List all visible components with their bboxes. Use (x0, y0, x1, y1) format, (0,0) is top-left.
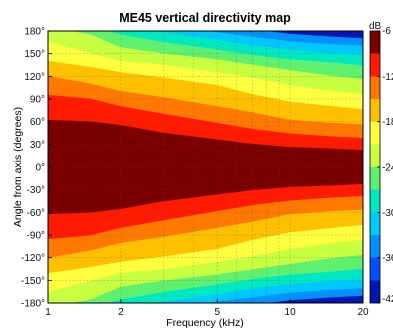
y-tick-label: 90° (30, 95, 45, 106)
x-tick-label: 1 (45, 307, 51, 318)
colorbar-tick-label: -18 (382, 117, 393, 128)
y-tick-label: -120° (21, 253, 45, 264)
colorbar-tick-label: -30 (382, 208, 393, 219)
y-tick-label: -180° (21, 299, 45, 310)
plot-area (48, 31, 363, 303)
y-axis-label: Angle from axis (degrees) (12, 107, 24, 227)
colorbar-tick-label: -12 (382, 72, 393, 83)
x-axis-ticks: 1 2 5 10 20 (45, 299, 369, 318)
y-tick-label: 30° (30, 140, 45, 151)
y-tick-label: 0° (35, 163, 45, 174)
colorbar-ticks: -6 -12 -18 -24 -30 -36 -42 (377, 26, 393, 305)
colorbar-tick-label: -24 (382, 163, 393, 174)
y-tick-label: 60° (30, 117, 45, 128)
y-tick-label: 150° (24, 49, 45, 60)
chart-title: ME45 vertical directivity map (119, 11, 291, 25)
colorbar-tick-label: -36 (382, 253, 393, 264)
x-axis-label: Frequency (kHz) (166, 317, 244, 329)
x-tick-label: 10 (285, 307, 297, 318)
colorbar-tick-label: -42 (382, 294, 393, 305)
y-axis-ticks: -180° -150° -120° -90° -60° -30° 0° 30° 60° 90° 12… (21, 27, 52, 310)
colorbar: dB -6 -12 -18 -24 -30 -36 -42 (369, 21, 393, 305)
y-tick-label: -90° (27, 231, 45, 242)
y-tick-label: -60° (27, 208, 45, 219)
y-tick-label: -150° (21, 276, 45, 287)
x-tick-label: 20 (357, 307, 369, 318)
x-tick-label: 2 (118, 307, 124, 318)
colorbar-unit-label: dB (369, 21, 382, 32)
y-tick-label: 120° (24, 72, 45, 83)
colorbar-tick-label: -6 (382, 26, 391, 37)
y-tick-label: -30° (27, 185, 45, 196)
grid-lines (48, 31, 363, 303)
y-tick-label: 180° (24, 27, 45, 38)
x-tick-label: 5 (214, 307, 220, 318)
